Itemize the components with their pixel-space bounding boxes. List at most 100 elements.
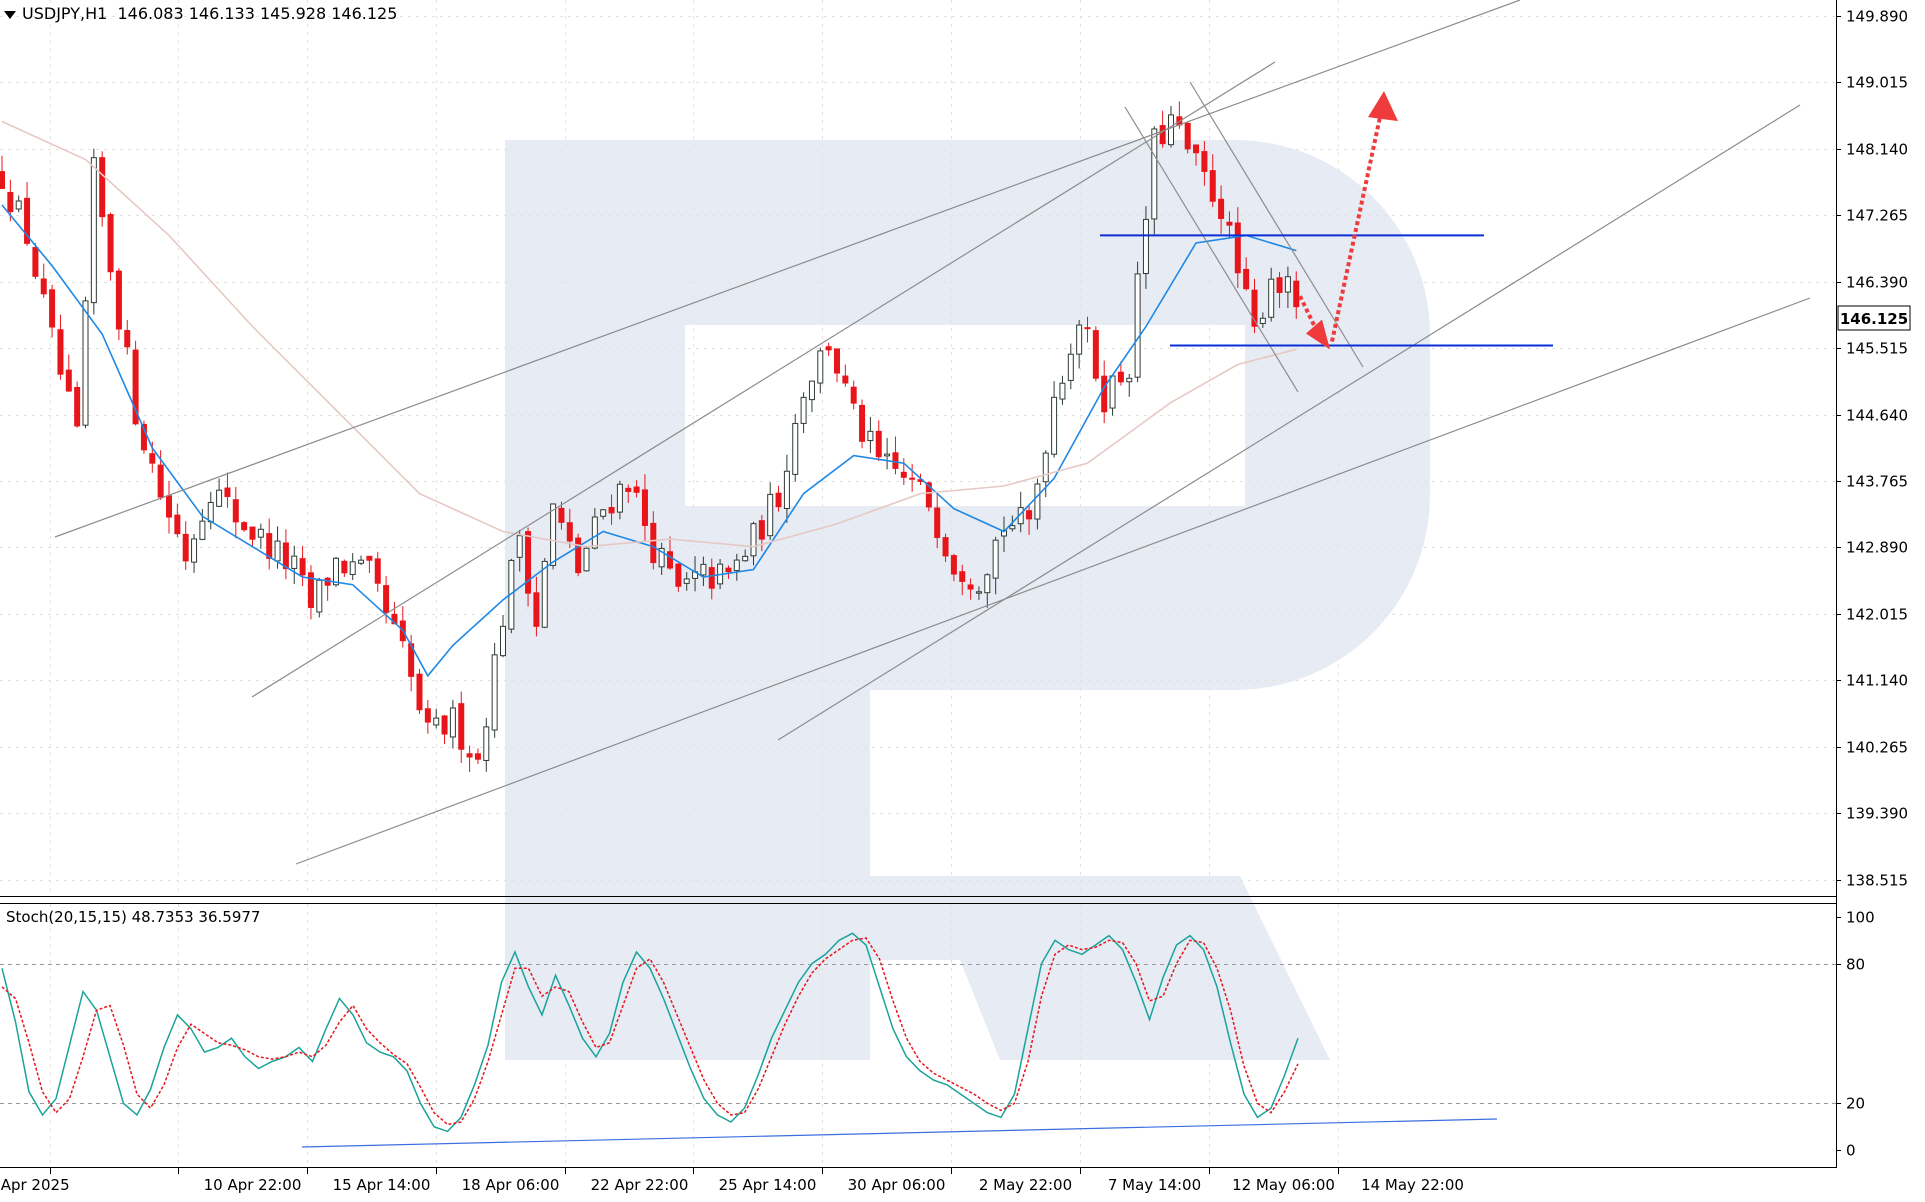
time-tick-label: 8 Apr 2025 [0,1176,70,1194]
candle-body [207,501,214,523]
candle-body [391,613,398,625]
candle-body [316,579,323,613]
candle-body [975,591,982,594]
trend-lines [54,0,1811,865]
candle-body [15,200,22,210]
price-tick-label: 149.015 [1846,74,1908,92]
candle-body [775,492,782,508]
candle-body [383,585,390,614]
stoch-d-line [1,937,1299,1126]
candle-body [633,486,640,493]
price-tick-label: 149.890 [1846,8,1908,26]
candle-body [241,522,248,531]
candle-body [249,526,256,540]
candle-body [1243,268,1250,290]
candle-body [750,523,757,557]
candle-body [625,487,632,492]
candle-body [491,654,498,731]
candle-body [583,547,590,572]
price-tick-label: 138.515 [1846,872,1908,890]
candle-body [1134,273,1141,378]
stoch-tick-label: 0 [1846,1142,1856,1160]
candle-body [667,551,673,569]
candle-body [65,369,72,392]
candle-body [683,578,690,584]
trend-line [295,297,1811,865]
candle-body [1051,396,1058,455]
candle-body [24,197,31,244]
forecast-down-arrowhead [1306,319,1330,350]
candle-body [57,329,64,375]
candle-body [424,708,431,723]
candle-body [40,278,47,295]
stoch-tick-label: 80 [1846,956,1865,974]
candle-body [566,522,573,542]
candle-body [525,531,532,594]
candle-body [199,520,206,540]
candle-body [867,430,874,442]
candle-body [32,247,39,277]
candle-body [900,471,907,478]
candle-body [725,567,732,573]
candle-body [1159,125,1166,145]
forecast-up-line [1330,116,1382,342]
price-axis: 149.890 149.015 148.140 147.265 146.390 145.5… [1836,8,1908,890]
price-tick-label: 141.140 [1846,672,1908,690]
candle-body [82,300,89,426]
candle-body [216,489,223,507]
stoch-axis: 100 80 20 0 [1836,909,1875,1160]
candle-body [808,380,815,401]
candle-body [1168,114,1174,146]
candle-body [466,753,473,758]
candle-body [1101,375,1108,413]
candle-body [733,559,740,572]
candle-body [783,470,790,509]
time-tick-label: 14 May 22:00 [1361,1176,1464,1194]
candle-body [140,423,147,451]
time-tick-label: 2 May 22:00 [979,1176,1072,1194]
price-tick-label: 147.265 [1846,207,1908,225]
candle-body [257,528,264,538]
candle-body [875,430,882,458]
candle-body [616,483,623,513]
candle-body [74,386,81,427]
horizontal-levels [1100,234,1553,347]
price-tick-label: 140.265 [1846,739,1908,757]
ohlc-values: 146.083 146.133 145.928 146.125 [117,4,398,23]
trend-line [777,104,1801,741]
candle-body [892,452,899,469]
stoch-tick-label: 100 [1846,909,1875,927]
candle-body [1151,128,1158,220]
candle-body [174,514,181,535]
trend-line [251,61,1276,698]
candle-body [1193,144,1200,154]
stochastic-lines [0,932,1836,1148]
stoch-values: 48.7353 36.5977 [131,908,261,926]
candle-body [817,350,824,384]
dropdown-triangle-icon[interactable] [4,10,16,19]
candle-body [441,715,448,735]
candle-body [516,535,523,558]
candle-body [1092,330,1099,379]
time-tick-label: 12 May 06:00 [1232,1176,1335,1194]
candle-body [558,507,565,523]
candle-body [575,537,582,574]
candle-body [942,537,949,557]
candle-body [90,157,97,304]
chart-header: USDJPY,H1 146.083 146.133 145.928 146.12… [4,4,397,23]
price-tick-label: 142.015 [1846,606,1908,624]
candle-body [458,703,465,750]
candle-body [1109,375,1116,409]
moving-averages [1,120,1297,678]
stoch-k-line [1,932,1299,1133]
candle-body [232,499,239,523]
time-tick-label: 25 Apr 14:00 [719,1176,817,1194]
candle-body [950,555,957,575]
candle-body [591,516,598,549]
stoch-label: Stoch(20,15,15) [6,908,127,926]
current-price-value: 146.125 [1840,310,1908,328]
candle-body [708,567,715,589]
candle-body [1042,452,1049,483]
candle-body [132,349,139,425]
candle-body [541,560,548,628]
